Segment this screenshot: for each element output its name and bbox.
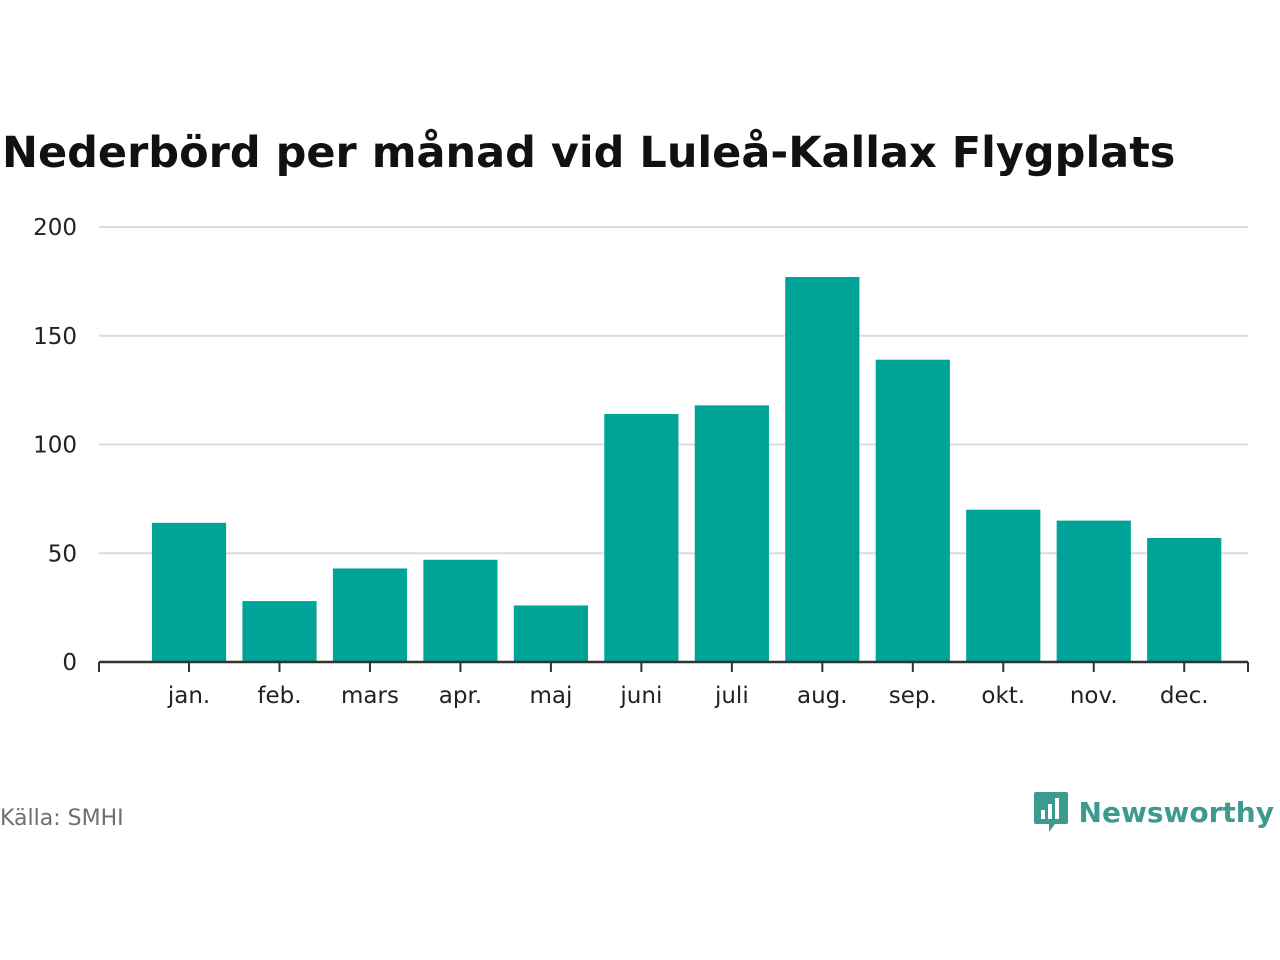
y-tick-label: 100 <box>33 433 77 459</box>
x-tick-label: juli <box>714 683 749 709</box>
x-tick-label: aug. <box>797 683 848 709</box>
bar <box>604 414 679 662</box>
bar <box>423 559 498 662</box>
x-tick-label: juni <box>619 683 662 709</box>
source-note: Källa: SMHI <box>0 806 124 831</box>
bar <box>242 601 317 662</box>
y-tick-label: 150 <box>33 324 77 350</box>
bar-chart: 0 50 100 150 200 jan. feb. mars apr. maj juni juli… <box>33 215 1249 709</box>
x-tick-label: apr. <box>439 683 482 709</box>
y-axis-ticks: 0 50 100 150 200 <box>33 215 77 676</box>
bar <box>1147 538 1222 662</box>
bar <box>1056 520 1131 662</box>
bar <box>966 509 1041 662</box>
y-tick-label: 50 <box>48 541 77 567</box>
y-tick-label: 200 <box>33 215 77 241</box>
x-tick-label: nov. <box>1070 683 1118 709</box>
bar <box>694 405 769 662</box>
brand-name: Newsworthy <box>1078 795 1274 829</box>
bar <box>151 522 227 662</box>
brand-logo: Newsworthy <box>1033 790 1274 834</box>
bars <box>151 277 1222 662</box>
newsworthy-logo-icon <box>1033 792 1068 832</box>
x-tick-label: feb. <box>257 683 301 709</box>
x-tick-label: okt. <box>981 683 1025 709</box>
x-tick-label: mars <box>341 683 399 709</box>
x-axis: jan. feb. mars apr. maj juni juli aug. sep. okt. n… <box>98 660 1249 709</box>
y-tick-label: 0 <box>62 650 77 676</box>
bar <box>875 359 950 662</box>
bar <box>513 605 589 662</box>
bar <box>332 568 408 662</box>
bar <box>785 277 860 662</box>
x-tick-label: dec. <box>1160 683 1209 709</box>
chart-title: Nederbörd per månad vid Luleå-Kallax Fly… <box>2 128 1176 178</box>
x-tick-label: sep. <box>889 683 937 709</box>
x-tick-label: maj <box>529 683 572 709</box>
x-tick-label: jan. <box>167 683 210 709</box>
